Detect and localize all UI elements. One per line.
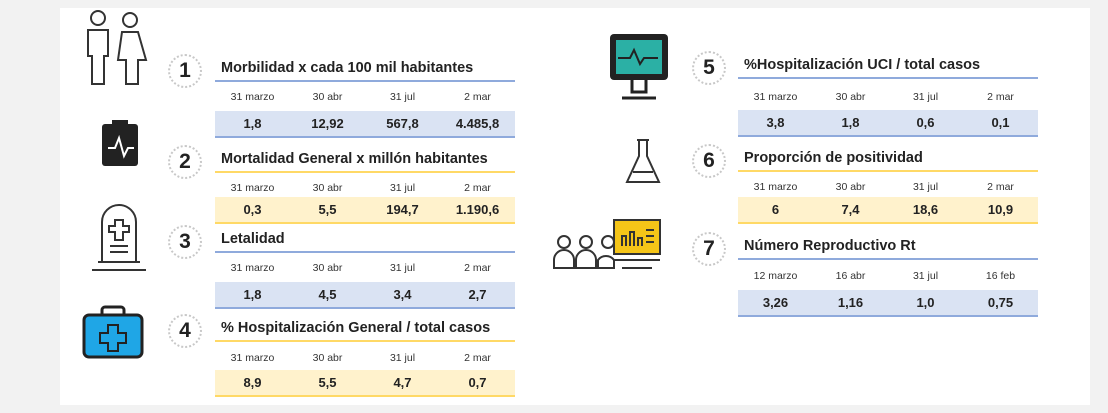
- panel-number: 7: [692, 232, 726, 266]
- column-header: 16 feb: [985, 270, 1016, 282]
- column-header: 30 abr: [835, 91, 866, 103]
- value-row: [215, 370, 515, 397]
- value-cell: 7,4: [841, 202, 860, 217]
- value-row: [215, 197, 515, 224]
- monitor-icon: [102, 120, 138, 166]
- value-cell: 4,5: [318, 287, 337, 302]
- column-header: 2 mar: [464, 262, 491, 274]
- value-cell: 0,3: [243, 202, 262, 217]
- value-cell: 0,1: [991, 115, 1010, 130]
- title-underline: [215, 171, 515, 173]
- value-cell: 1,8: [841, 115, 860, 130]
- column-header: 31 marzo: [753, 181, 798, 193]
- title-underline: [738, 170, 1038, 172]
- column-header: 30 abr: [312, 182, 343, 194]
- column-header: 2 mar: [987, 181, 1014, 193]
- panel-title: % Hospitalización General / total casos: [221, 320, 495, 336]
- column-header: 31 jul: [912, 91, 939, 103]
- panel-title: Proporción de positividad: [744, 150, 927, 166]
- value-cell: 12,92: [311, 116, 344, 131]
- column-header: 2 mar: [464, 182, 491, 194]
- panel-number: 2: [168, 145, 202, 179]
- title-underline: [738, 77, 1038, 79]
- tomb-icon: [92, 204, 146, 271]
- column-header: 31 jul: [389, 352, 416, 364]
- panel-title: Morbilidad x cada 100 mil habitantes: [221, 60, 478, 76]
- title-underline: [215, 80, 515, 82]
- title-underline: [738, 258, 1038, 260]
- column-header: 31 jul: [389, 182, 416, 194]
- value-row: [738, 110, 1038, 137]
- value-cell: 5,5: [318, 202, 337, 217]
- value-cell: 1,0: [916, 295, 935, 310]
- people-icon: [87, 10, 148, 85]
- panel-number: 5: [692, 51, 726, 85]
- title-underline: [215, 340, 515, 342]
- value-cell: 18,6: [912, 202, 939, 217]
- column-header: 30 abr: [312, 91, 343, 103]
- value-cell: 3,8: [766, 115, 785, 130]
- value-cell: 10,9: [987, 202, 1014, 217]
- value-cell: 8,9: [243, 375, 262, 390]
- column-header: 31 marzo: [230, 262, 275, 274]
- value-cell: 4,7: [393, 375, 412, 390]
- value-cell: 1,8: [243, 287, 262, 302]
- panel-number: 6: [692, 144, 726, 178]
- column-header: 2 mar: [464, 91, 491, 103]
- medkit-icon: [82, 305, 144, 359]
- column-header: 16 abr: [835, 270, 866, 282]
- value-row: [738, 290, 1038, 317]
- value-row: [738, 197, 1038, 224]
- value-cell: 0,6: [916, 115, 935, 130]
- panel-number: 1: [168, 54, 202, 88]
- value-cell: 0,7: [468, 375, 487, 390]
- value-cell: 1.190,6: [455, 202, 500, 217]
- column-header: 30 abr: [312, 352, 343, 364]
- title-underline: [215, 251, 515, 253]
- column-header: 30 abr: [835, 181, 866, 193]
- panel-title: Letalidad: [221, 231, 289, 247]
- value-cell: 567,8: [386, 116, 419, 131]
- presentation-icon: [553, 219, 661, 269]
- column-header: 31 jul: [912, 270, 939, 282]
- value-cell: 0,75: [987, 295, 1014, 310]
- column-header: 31 marzo: [753, 91, 798, 103]
- panel-title: Número Reproductivo Rt: [744, 238, 920, 254]
- panel-title: %Hospitalización UCI / total casos: [744, 57, 985, 73]
- value-cell: 1,8: [243, 116, 262, 131]
- value-row: [215, 111, 515, 138]
- screen-icon: [610, 34, 668, 100]
- panel-number: 4: [168, 314, 202, 348]
- value-cell: 3,26: [762, 295, 789, 310]
- value-row: [215, 282, 515, 309]
- value-cell: 4.485,8: [455, 116, 500, 131]
- panel-number: 3: [168, 225, 202, 259]
- value-cell: 2,7: [468, 287, 487, 302]
- column-header: 31 jul: [389, 91, 416, 103]
- column-header: 31 jul: [912, 181, 939, 193]
- column-header: 31 jul: [389, 262, 416, 274]
- panel-title: Mortalidad General x millón habitantes: [221, 151, 492, 167]
- column-header: 31 marzo: [230, 182, 275, 194]
- column-header: 31 marzo: [230, 91, 275, 103]
- value-cell: 3,4: [393, 287, 412, 302]
- column-header: 12 marzo: [753, 270, 798, 282]
- value-cell: 1,16: [837, 295, 864, 310]
- column-header: 30 abr: [312, 262, 343, 274]
- column-header: 2 mar: [987, 91, 1014, 103]
- column-header: 31 marzo: [230, 352, 275, 364]
- flask-icon: [625, 139, 661, 183]
- value-cell: 194,7: [386, 202, 419, 217]
- column-header: 2 mar: [464, 352, 491, 364]
- value-cell: 6: [771, 202, 780, 217]
- value-cell: 5,5: [318, 375, 337, 390]
